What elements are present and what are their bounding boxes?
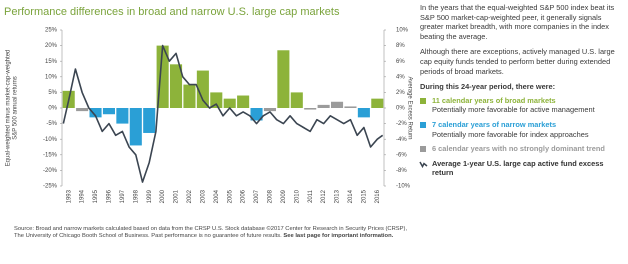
text-panel: In the years that the equal-weighted S&P…: [419, 3, 625, 183]
x-tick-label: 2003: [200, 189, 206, 203]
y-tick-label: 5%: [48, 90, 57, 96]
y2-tick-label: -2%: [396, 121, 407, 127]
y-axis-title: S&P 500 annual returns: [13, 76, 19, 140]
bar: [223, 98, 236, 108]
x-tick-label: 2011: [308, 189, 314, 203]
y-tick-label: -20%: [43, 168, 58, 174]
bar: [263, 108, 276, 112]
legend-item: 11 calendar years of broad markets Potent…: [420, 96, 625, 115]
x-tick-label: 1997: [120, 189, 126, 203]
y2-tick-label: 2%: [396, 90, 405, 96]
y-tick-label: 10%: [45, 74, 58, 80]
y2-tick-label: 0%: [396, 106, 405, 112]
y-axis-title: Equal-weighted minus market-cap-weighted: [6, 50, 12, 167]
y2-tick-label: -8%: [396, 168, 407, 174]
bar: [317, 104, 330, 108]
y-tick-label: -15%: [43, 152, 58, 158]
source-bold: See last page for important information.: [283, 233, 394, 240]
x-tick-label: 2006: [241, 189, 247, 203]
heading: During this 24-year period, there were:: [420, 82, 556, 92]
y2-tick-label: -10%: [396, 184, 411, 190]
x-tick-label: 1998: [133, 189, 139, 203]
y-tick-label: -10%: [43, 137, 58, 143]
x-tick-label: 1999: [147, 189, 153, 203]
x-tick-label: 1996: [107, 189, 113, 203]
bar: [129, 108, 142, 146]
x-tick-label: 2004: [214, 189, 220, 203]
legend-label: Average 1-year U.S. large cap active fun…: [432, 158, 604, 178]
y2-tick-label: 10%: [396, 28, 409, 34]
y2-tick-label: 6%: [396, 59, 405, 65]
y-tick-label: -5%: [46, 121, 57, 127]
bar: [237, 95, 250, 108]
bar: [76, 108, 89, 112]
bar: [170, 64, 183, 108]
x-tick-label: 2005: [227, 189, 233, 203]
chart: Performance differences in broad and nar…: [4, 6, 412, 203]
line: [62, 44, 384, 183]
y-tick-label: 0%: [48, 106, 57, 112]
bar: [196, 70, 209, 108]
bar: [102, 108, 115, 115]
x-tick-label: 2015: [361, 189, 367, 203]
y-tick-label: 25%: [45, 28, 58, 34]
y-tick-label: -25%: [43, 184, 58, 190]
bar: [331, 101, 344, 108]
x-tick-label: 1995: [93, 189, 99, 203]
bar: [210, 92, 223, 108]
x-tick-label: 2001: [174, 189, 180, 203]
x-tick-label: 2009: [281, 189, 287, 203]
y2-axis-title: Average Excess Return: [406, 77, 412, 140]
bar: [304, 108, 317, 110]
legend-description: Potentially more favorable for active ma…: [432, 105, 595, 115]
bar: [250, 108, 263, 121]
y-tick-label: 20%: [45, 43, 58, 49]
y2-tick-label: -6%: [396, 152, 407, 158]
bar: [116, 108, 129, 124]
bar: [183, 84, 196, 108]
source-note: Source: Broad and narrow markets calcula…: [14, 226, 414, 241]
x-tick-label: 1994: [80, 189, 86, 203]
bar: [357, 108, 370, 118]
source-text: Source: Broad and narrow markets calcula…: [14, 226, 408, 240]
legend-line: [419, 161, 428, 168]
legend-swatch: [420, 121, 426, 128]
paragraph: Although there are exceptions, actively …: [420, 47, 615, 76]
y2-tick-label: 8%: [396, 43, 405, 49]
legend-label: 6 calendar years with no strongly domina…: [432, 144, 605, 154]
paragraph: In the years that the equal-weighted S&P…: [420, 3, 615, 41]
legend-swatch: [420, 146, 426, 153]
legend-item: 6 calendar years with no strongly domina…: [420, 144, 625, 154]
bar: [277, 50, 290, 108]
x-tick-label: 2014: [348, 189, 354, 203]
bar: [344, 106, 357, 108]
x-tick-label: 2008: [268, 189, 274, 203]
bar: [290, 92, 303, 108]
legend-item: Average 1-year U.S. large cap active fun…: [419, 158, 625, 178]
x-tick-label: 2010: [294, 189, 300, 203]
x-tick-label: 2012: [321, 189, 327, 203]
legend-label: 7 calendar years of narrow markets: [432, 119, 557, 129]
x-tick-label: 2000: [160, 189, 166, 203]
legend-item: 7 calendar years of narrow markets Potent…: [420, 120, 625, 139]
legend-swatch: [420, 97, 426, 104]
bar: [89, 108, 102, 118]
x-tick-label: 2002: [187, 189, 193, 203]
legend-swatch: [419, 161, 428, 168]
x-tick-label: 2016: [375, 189, 381, 203]
x-tick-label: 2013: [335, 189, 341, 203]
legend-description: Potentially more favorable for index app…: [432, 129, 589, 139]
legend: 11 calendar years of broad markets Potent…: [419, 96, 625, 178]
y-tick-label: 15%: [45, 59, 58, 65]
chart-title: Performance differences in broad and nar…: [4, 6, 340, 18]
bar: [371, 98, 384, 108]
x-tick-label: 1993: [66, 189, 72, 203]
legend-label: 11 calendar years of broad markets: [432, 95, 556, 105]
y2-tick-label: -4%: [396, 137, 407, 143]
y2-tick-label: 4%: [396, 74, 405, 80]
x-tick-label: 2007: [254, 189, 260, 203]
bar: [143, 108, 156, 133]
